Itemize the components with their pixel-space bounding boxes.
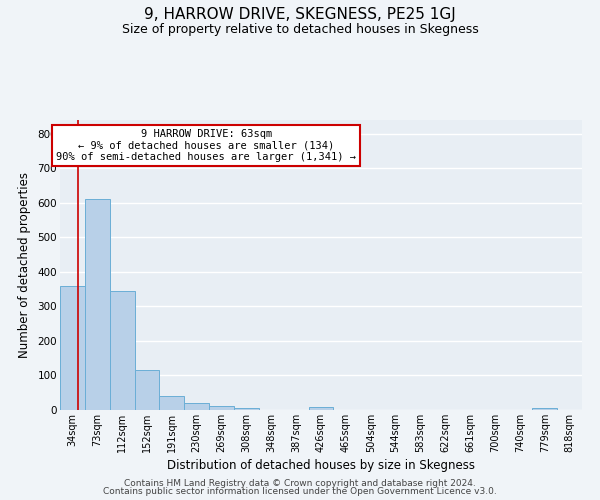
Bar [60,286,85,410]
Bar [209,406,234,410]
Bar [308,407,334,410]
Bar [85,200,110,410]
X-axis label: Distribution of detached houses by size in Skegness: Distribution of detached houses by size … [167,459,475,472]
Bar [134,370,160,410]
Y-axis label: Number of detached properties: Number of detached properties [17,172,31,358]
Text: Contains public sector information licensed under the Open Government Licence v3: Contains public sector information licen… [103,487,497,496]
Text: Size of property relative to detached houses in Skegness: Size of property relative to detached ho… [122,22,478,36]
Bar [160,396,184,410]
Bar [184,403,209,410]
Text: Contains HM Land Registry data © Crown copyright and database right 2024.: Contains HM Land Registry data © Crown c… [124,478,476,488]
Bar [110,291,134,410]
Bar [234,408,259,410]
Bar [532,408,557,410]
Text: 9, HARROW DRIVE, SKEGNESS, PE25 1GJ: 9, HARROW DRIVE, SKEGNESS, PE25 1GJ [144,8,456,22]
Text: 9 HARROW DRIVE: 63sqm
← 9% of detached houses are smaller (134)
90% of semi-deta: 9 HARROW DRIVE: 63sqm ← 9% of detached h… [56,128,356,162]
